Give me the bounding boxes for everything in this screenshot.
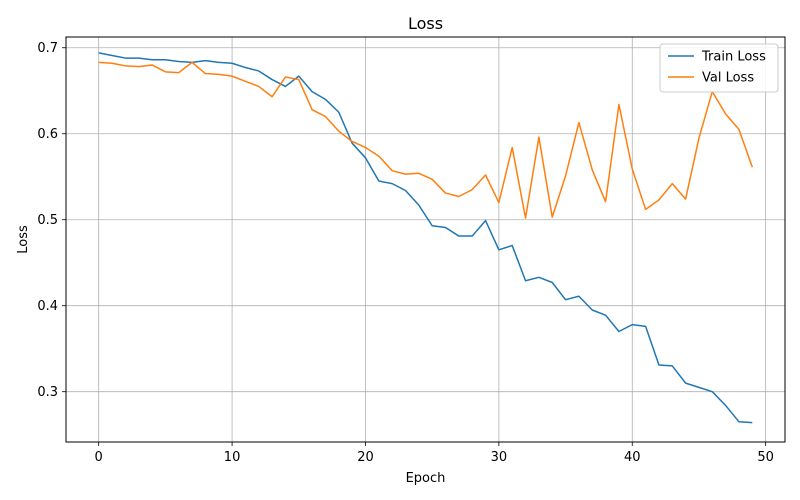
y-tick-label: 0.7 [37,41,58,56]
y-axis-label: Loss [16,225,31,254]
series-line-train-loss [98,52,753,424]
x-tick-label: 10 [224,450,241,465]
y-tick-label: 0.4 [37,299,58,314]
x-tick-label: 20 [357,450,374,465]
x-tick-label: 30 [491,450,508,465]
legend: Train Loss Val Loss [659,43,779,93]
x-ticks: 0 10 20 30 40 50 [95,442,774,465]
y-tick-label: 0.3 [37,385,58,400]
y-tick-label: 0.5 [37,213,58,228]
x-tick-label: 50 [757,450,774,465]
x-tick-label: 40 [624,450,641,465]
x-tick-label: 0 [95,450,103,465]
chart-title: Loss [408,14,443,33]
legend-label: Train Loss [701,50,766,65]
y-ticks: 0.3 0.4 0.5 0.6 0.7 [37,41,66,400]
legend-label: Val Loss [702,71,754,86]
series-line-val-loss [98,61,754,219]
series-lines [98,52,754,424]
y-tick-label: 0.6 [37,127,58,142]
x-axis-label: Epoch [406,471,446,486]
plot-frame [65,36,786,443]
